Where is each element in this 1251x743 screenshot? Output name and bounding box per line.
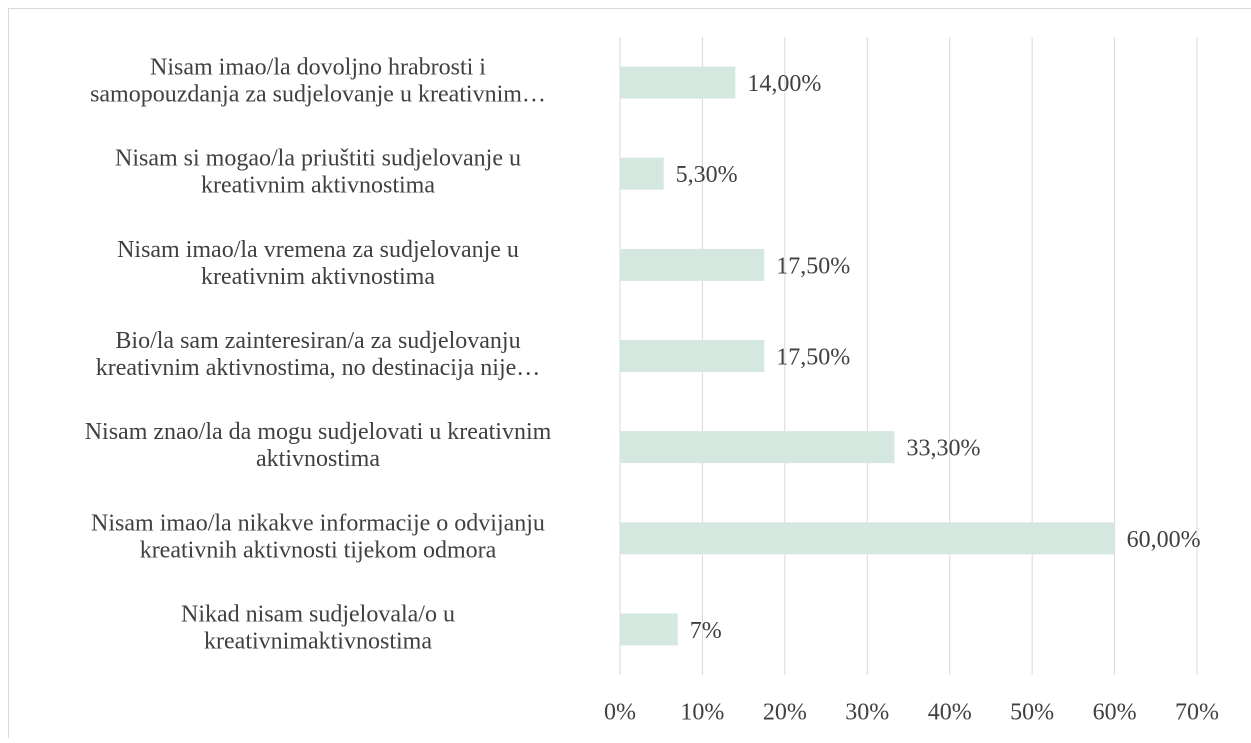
x-tick-label: 20% [763, 700, 807, 726]
y-tick-label: Nisam znao/la da mogu sudjelovati u krea… [85, 419, 552, 445]
data-label: 17,50% [776, 253, 850, 279]
x-tick-label: 50% [1010, 700, 1054, 726]
bar [620, 249, 764, 281]
data-label: 7% [690, 618, 722, 644]
bar [620, 431, 894, 463]
y-tick-label: kreativnimaktivnostima [204, 628, 432, 654]
bar [620, 340, 764, 372]
y-tick-label: Nisam imao/la nikakve informacije o odvi… [91, 510, 545, 536]
bar [620, 67, 735, 99]
y-tick-label: kreativnih aktivnosti tijekom odmora [140, 537, 497, 563]
bar [620, 522, 1115, 554]
bar [620, 158, 664, 190]
data-label: 14,00% [747, 71, 821, 97]
x-tick-label: 70% [1175, 700, 1219, 726]
data-label: 33,30% [906, 436, 980, 462]
x-tick-label: 0% [604, 700, 636, 726]
x-tick-label: 10% [680, 700, 724, 726]
y-tick-label: Bio/la sam zainteresiran/a za sudjelovan… [115, 328, 520, 354]
x-tick-label: 40% [928, 700, 972, 726]
y-tick-label: Nisam si mogao/la priuštiti sudjelovanje… [115, 146, 521, 172]
y-tick-label: Nisam imao/la dovoljno hrabrosti i [150, 55, 486, 81]
y-tick-label: kreativnim aktivnostima, no destinacija … [96, 355, 541, 381]
y-tick-label: Nisam imao/la vremena za sudjelovanje u [117, 237, 519, 263]
data-label: 5,30% [676, 162, 738, 188]
y-tick-label: kreativnim aktivnostima [201, 264, 435, 290]
y-tick-label: kreativnim aktivnostima [201, 173, 435, 199]
y-tick-label: samopouzdanja za sudjelovanje u kreativn… [90, 82, 546, 108]
x-tick-label: 30% [845, 700, 889, 726]
data-label: 17,50% [776, 345, 850, 371]
data-label: 60,00% [1127, 527, 1201, 553]
bar [620, 613, 678, 645]
y-tick-label: Nikad nisam sudjelovala/o u [181, 601, 455, 627]
x-tick-label: 60% [1093, 700, 1137, 726]
y-tick-label: aktivnostima [256, 446, 380, 472]
